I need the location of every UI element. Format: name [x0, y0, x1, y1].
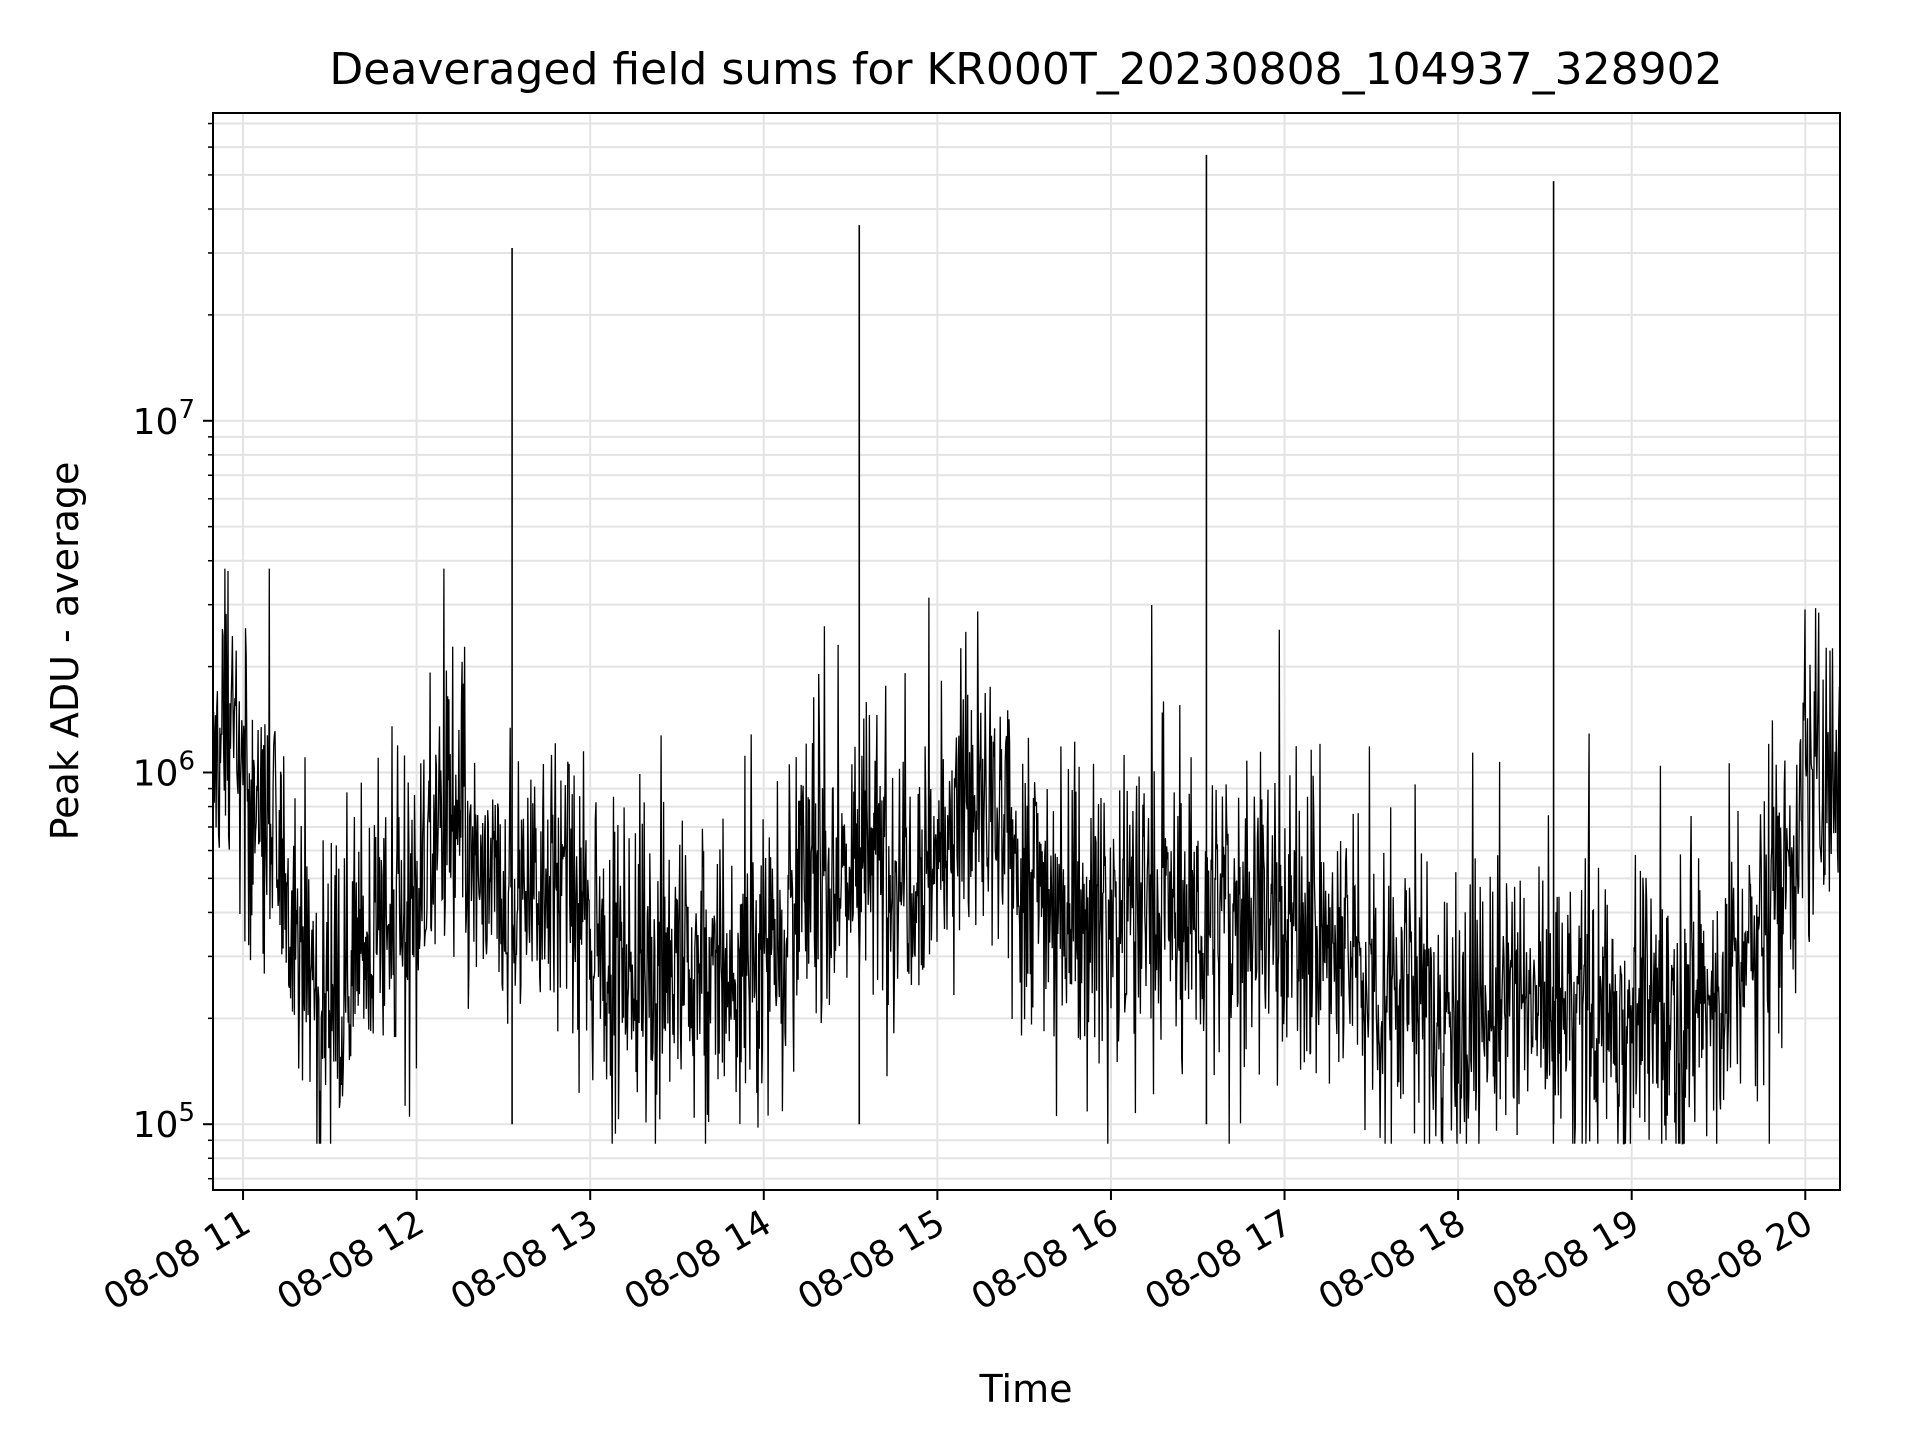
x-tick-label: 08-08 15	[791, 1202, 952, 1318]
x-tick-label: 08-08 11	[97, 1202, 258, 1318]
chart-title: Deaveraged field sums for KR000T_2023080…	[329, 44, 1722, 95]
x-tick-label: 08-08 19	[1486, 1202, 1647, 1318]
grid-layer	[213, 113, 1840, 1190]
y-axis-label: Peak ADU - average	[43, 462, 87, 841]
x-tick-label: 08-08 12	[270, 1202, 431, 1318]
y-tick-label: 105	[133, 1098, 195, 1146]
x-tick-label: 08-08 18	[1312, 1202, 1473, 1318]
plot-frame	[212, 112, 1841, 1191]
x-tick-label: 08-08 13	[444, 1202, 605, 1318]
y-tick-label: 106	[133, 746, 195, 794]
x-tick-label: 08-08 20	[1659, 1202, 1820, 1318]
x-tick-label: 08-08 17	[1138, 1202, 1299, 1318]
y-tick-label: 107	[133, 395, 195, 443]
series-line	[212, 568, 1841, 1145]
x-tick-label: 08-08 16	[965, 1202, 1126, 1318]
data-layer	[212, 154, 1841, 1145]
x-axis-label: Time	[979, 1367, 1073, 1411]
x-tick-label: 08-08 14	[618, 1202, 779, 1318]
